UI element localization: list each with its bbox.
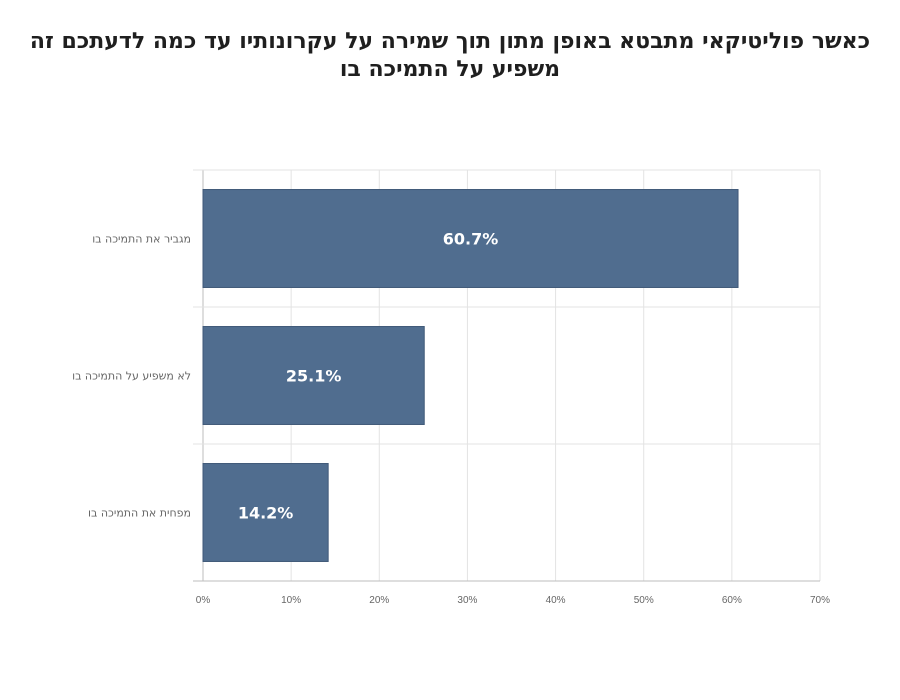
category-label: מפחית את התמיכה בו xyxy=(88,507,191,520)
x-tick-label: 20% xyxy=(369,595,389,606)
bar xyxy=(202,463,329,562)
x-tick-label: 30% xyxy=(457,595,477,606)
category-label: לא משפיע על התמיכה בו xyxy=(72,370,191,383)
data-label: 60.7% xyxy=(443,230,499,249)
x-tick-label: 10% xyxy=(281,595,301,606)
bar xyxy=(202,189,739,288)
bars xyxy=(202,189,739,562)
bar xyxy=(202,326,425,425)
data-label: 25.1% xyxy=(286,367,342,386)
labels: 0% 10% 20% 30% 40% 50% 60% 70% מגביר את התמיכה ב… xyxy=(72,230,830,607)
chart-title: כאשר פוליטיקאי מתבטא באופן מתון תוך שמיר… xyxy=(29,29,871,82)
x-tick-label: 50% xyxy=(634,595,654,606)
x-tick-label: 0% xyxy=(196,595,211,606)
x-tick-label: 60% xyxy=(722,595,742,606)
data-label: 14.2% xyxy=(238,504,294,523)
x-tick-label: 40% xyxy=(546,595,566,606)
category-label: מגביר את התמיכה בו xyxy=(92,233,191,246)
x-tick-label: 70% xyxy=(810,595,830,606)
